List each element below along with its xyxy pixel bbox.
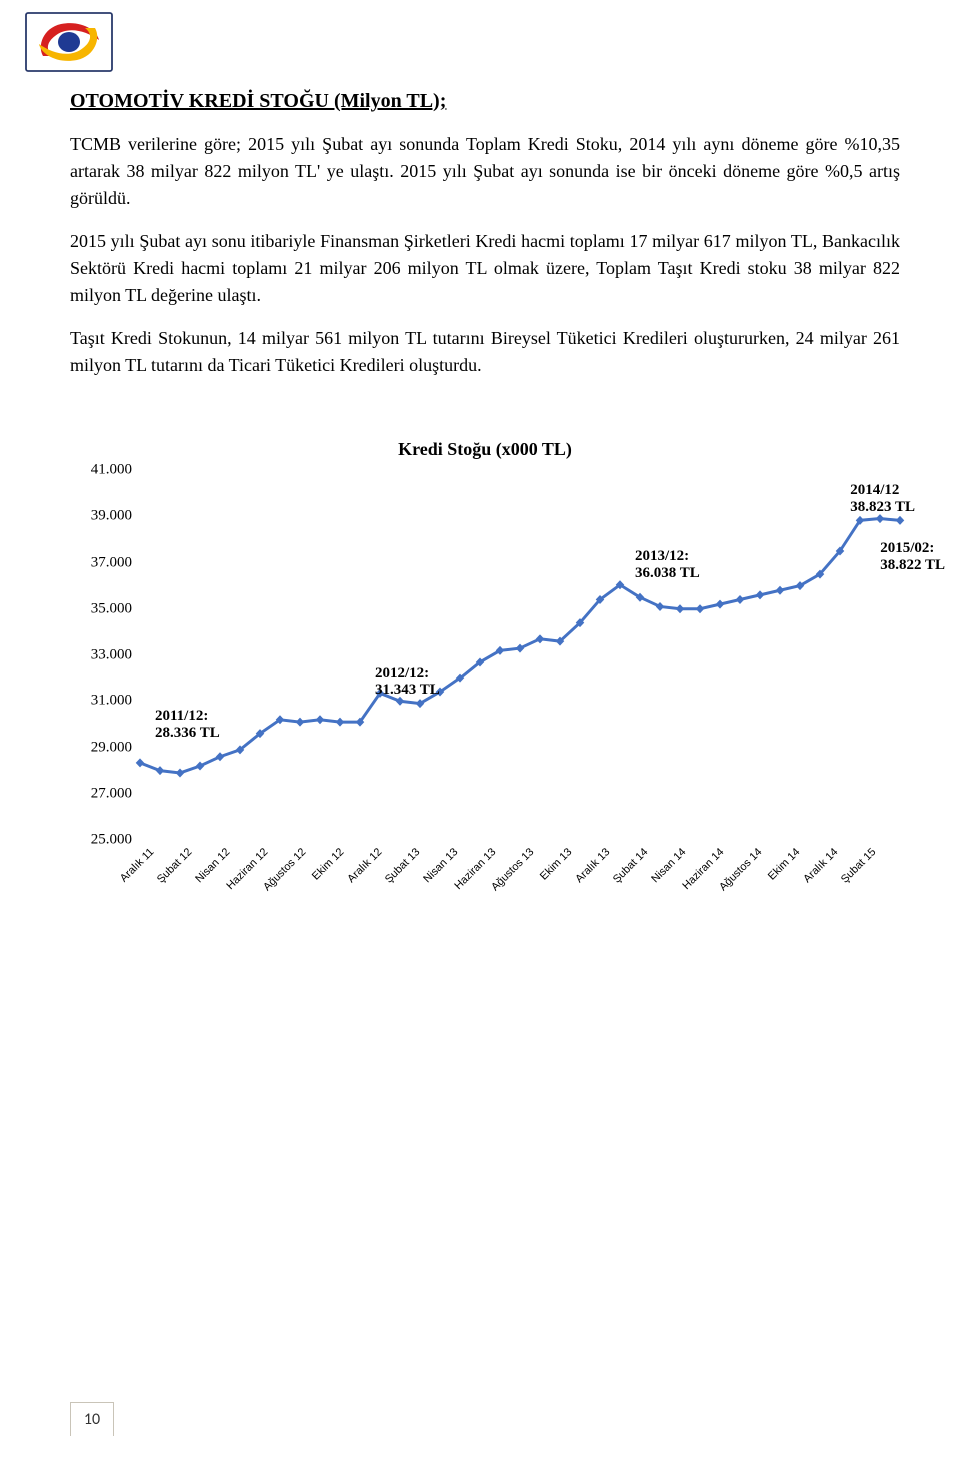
paragraph-3: Taşıt Kredi Stokunun, 14 milyar 561 mily…	[70, 325, 900, 379]
paragraph-1: TCMB verilerine göre; 2015 yılı Şubat ay…	[70, 131, 900, 212]
chart-annotation-2011: 2011/12:28.336 TL	[155, 708, 220, 743]
y-tick-label: 39.000	[91, 508, 132, 525]
x-tick-label: Aralık 14	[801, 846, 840, 885]
y-tick-label: 35.000	[91, 600, 132, 617]
chart-annotation-2014: 2014/1238.823 TL	[850, 482, 915, 517]
x-tick-label: Ekim 13	[538, 846, 575, 883]
chart-y-axis: 25.00027.00029.00031.00033.00035.00037.0…	[80, 470, 140, 840]
chart-annotation-2015: 2015/02:38.822 TL	[880, 540, 945, 575]
x-tick-label: Aralık 13	[573, 846, 612, 885]
x-tick-label: Şubat 13	[383, 846, 423, 886]
chart-annotation-2012: 2012/12:31.343 TL	[375, 665, 440, 700]
x-tick-label: Aralık 12	[345, 846, 384, 885]
x-tick-label: Nisan 13	[421, 846, 460, 885]
y-tick-label: 25.000	[91, 832, 132, 849]
x-tick-label: Şubat 15	[839, 846, 879, 886]
chart-x-axis: Aralık 11Şubat 12Nisan 12Haziran 12Ağust…	[140, 840, 900, 900]
x-tick-label: Aralık 11	[118, 846, 157, 885]
chart-plot-area: 25.000 27.000 29.000 31.000 33.000 35.000 37.0…	[80, 470, 900, 900]
y-tick-label: 31.000	[91, 693, 132, 710]
section-heading: OTOMOTİV KREDİ STOĞU (Milyon TL);	[70, 90, 900, 113]
credit-stock-chart: Kredi Stoğu (x000 TL) 25.000 27.000 29.000…	[70, 429, 900, 900]
company-logo	[25, 12, 113, 77]
chart-annotation-2013: 2013/12:36.038 TL	[635, 548, 700, 583]
page-number: 10	[70, 1402, 114, 1436]
paragraph-2: 2015 yılı Şubat ayı sonu itibariyle Fina…	[70, 228, 900, 309]
chart-title: Kredi Stoğu (x000 TL)	[70, 439, 900, 460]
chart-line-area	[140, 470, 900, 840]
y-tick-label: 33.000	[91, 647, 132, 664]
x-tick-label: Ekim 12	[310, 846, 347, 883]
y-tick-label: 29.000	[91, 739, 132, 756]
x-tick-label: Şubat 12	[155, 846, 195, 886]
x-tick-label: Şubat 14	[611, 846, 651, 886]
x-tick-label: Nisan 12	[193, 846, 232, 885]
x-tick-label: Ekim 14	[766, 846, 803, 883]
y-tick-label: 27.000	[91, 785, 132, 802]
document-page: OTOMOTİV KREDİ STOĞU (Milyon TL); TCMB v…	[0, 0, 960, 1466]
y-tick-label: 41.000	[91, 462, 132, 479]
y-tick-label: 37.000	[91, 554, 132, 571]
x-tick-label: Nisan 14	[649, 846, 688, 885]
